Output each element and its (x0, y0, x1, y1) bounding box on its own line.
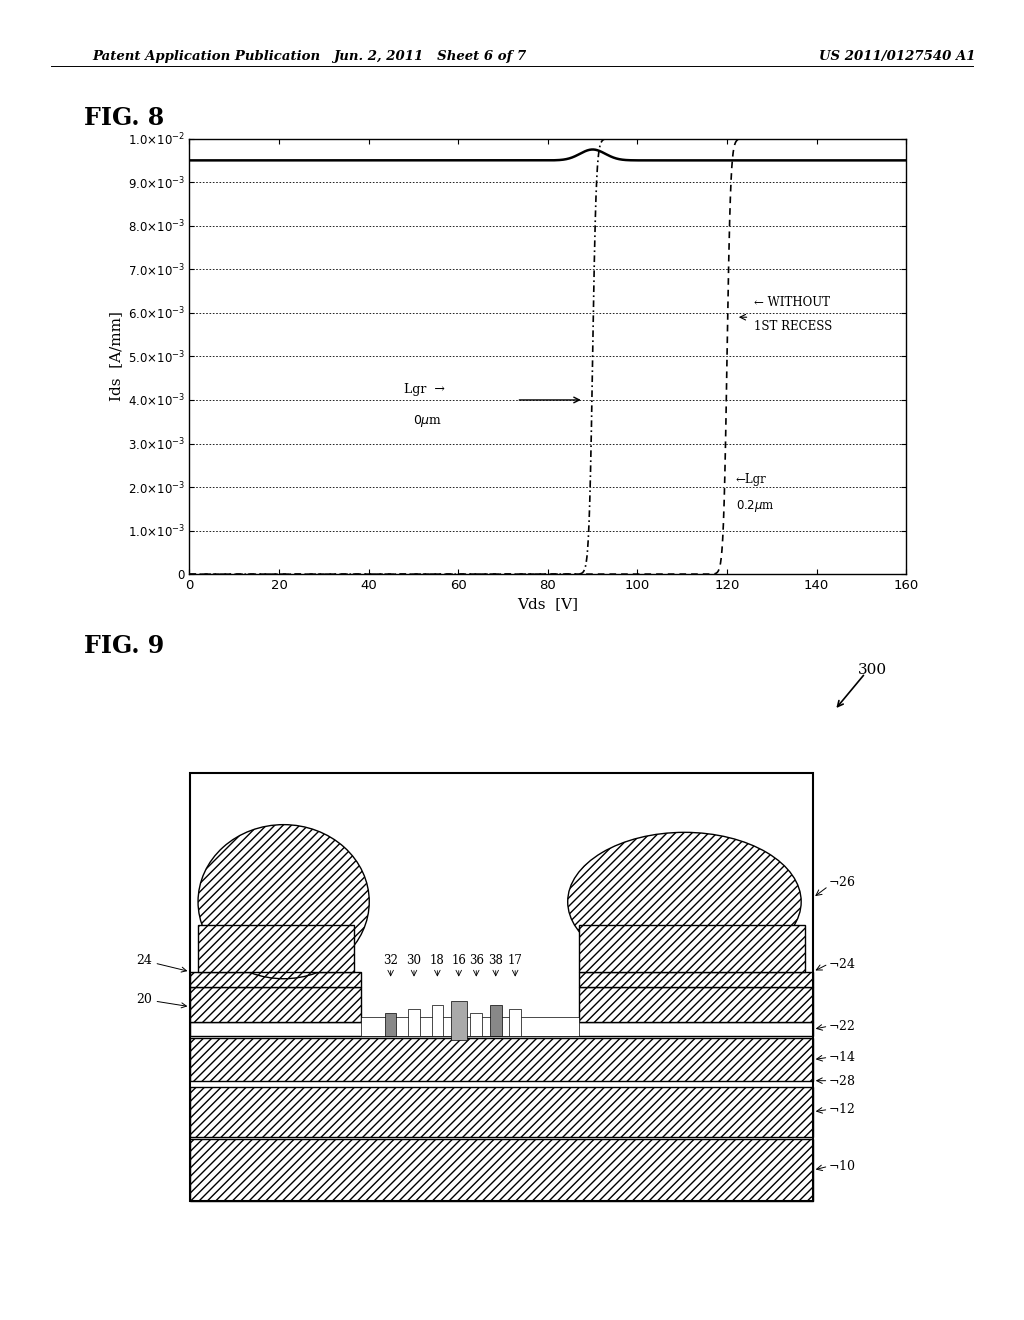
Text: 36: 36 (469, 954, 483, 968)
Text: $0.2\mu$m: $0.2\mu$m (736, 498, 774, 513)
Bar (509, 1008, 521, 1036)
Bar (190, 987, 361, 1022)
Text: $\neg$10: $\neg$10 (828, 1159, 856, 1173)
Bar (489, 1006, 502, 1036)
Text: 24: 24 (136, 954, 186, 972)
Bar (190, 774, 813, 1201)
Text: ← WITHOUT: ← WITHOUT (754, 296, 829, 309)
Text: FIG. 8: FIG. 8 (84, 106, 164, 129)
Bar (190, 972, 361, 987)
Y-axis label: Ids  [A/mm]: Ids [A/mm] (110, 312, 123, 401)
Text: FIG. 9: FIG. 9 (84, 634, 164, 657)
X-axis label: Vds  [V]: Vds [V] (517, 598, 579, 611)
Bar (580, 987, 813, 1022)
Bar (451, 1002, 467, 1040)
Bar (385, 1012, 396, 1036)
Bar (431, 1006, 443, 1036)
Text: 38: 38 (488, 954, 503, 968)
Text: $\neg$14: $\neg$14 (828, 1051, 856, 1064)
Text: Lgr  →: Lgr → (404, 383, 445, 396)
Text: 32: 32 (383, 954, 398, 968)
Text: 30: 30 (407, 954, 422, 968)
Text: 300: 300 (858, 663, 887, 677)
Bar (361, 1016, 580, 1036)
Text: 18: 18 (430, 954, 444, 968)
Text: $\neg$12: $\neg$12 (828, 1102, 855, 1117)
Text: Patent Application Publication: Patent Application Publication (92, 50, 321, 63)
Ellipse shape (198, 825, 370, 978)
Text: Jun. 2, 2011   Sheet 6 of 7: Jun. 2, 2011 Sheet 6 of 7 (334, 50, 526, 63)
Text: $\neg$26: $\neg$26 (828, 875, 856, 890)
Text: ←Lgr: ←Lgr (736, 473, 767, 486)
Text: $\neg$24: $\neg$24 (828, 957, 856, 972)
Text: 1ST RECESS: 1ST RECESS (754, 321, 833, 333)
Ellipse shape (567, 833, 801, 972)
Text: 16: 16 (452, 954, 466, 968)
Text: $\neg$28: $\neg$28 (828, 1073, 856, 1088)
Bar (198, 925, 353, 972)
Text: 20: 20 (136, 993, 186, 1008)
Bar (190, 1086, 813, 1138)
Text: US 2011/0127540 A1: US 2011/0127540 A1 (819, 50, 976, 63)
Bar (190, 1038, 813, 1081)
Text: $\neg$22: $\neg$22 (828, 1019, 855, 1034)
Text: $0\mu$m: $0\mu$m (414, 413, 442, 429)
Text: 17: 17 (508, 954, 522, 968)
Bar (580, 972, 813, 987)
Bar (580, 925, 805, 972)
Bar (409, 1008, 420, 1036)
Bar (470, 1012, 482, 1036)
Bar (190, 1022, 813, 1036)
Bar (190, 1139, 813, 1201)
